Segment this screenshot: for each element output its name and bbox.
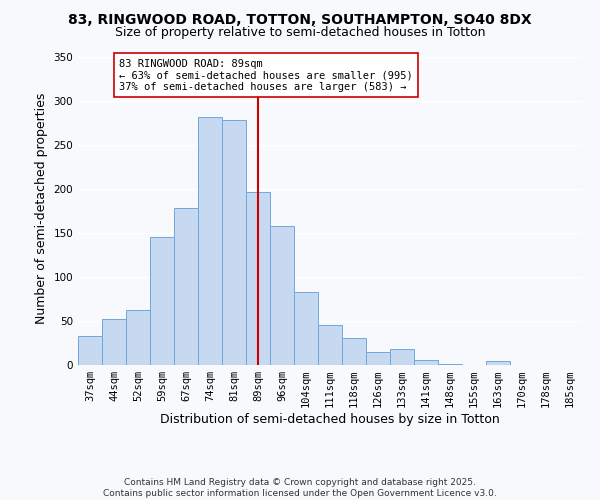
Text: Contains HM Land Registry data © Crown copyright and database right 2025.
Contai: Contains HM Land Registry data © Crown c… — [103, 478, 497, 498]
Bar — [342, 338, 366, 365]
Bar — [222, 120, 246, 365]
Bar — [198, 117, 222, 365]
Bar — [102, 319, 126, 365]
Bar — [150, 238, 174, 365]
Text: 83 RINGWOOD ROAD: 89sqm
← 63% of semi-detached houses are smaller (995)
37% of s: 83 RINGWOOD ROAD: 89sqm ← 63% of semi-de… — [119, 58, 413, 92]
Text: Size of property relative to semi-detached houses in Totton: Size of property relative to semi-detach… — [115, 26, 485, 39]
Bar — [174, 208, 198, 365]
Bar — [414, 360, 438, 365]
Bar — [318, 326, 342, 365]
Y-axis label: Number of semi-detached properties: Number of semi-detached properties — [35, 93, 48, 324]
Bar — [390, 349, 414, 365]
Text: 83, RINGWOOD ROAD, TOTTON, SOUTHAMPTON, SO40 8DX: 83, RINGWOOD ROAD, TOTTON, SOUTHAMPTON, … — [68, 12, 532, 26]
Bar — [366, 352, 390, 365]
Bar — [126, 310, 150, 365]
Bar — [246, 192, 270, 365]
X-axis label: Distribution of semi-detached houses by size in Totton: Distribution of semi-detached houses by … — [160, 413, 500, 426]
Bar — [486, 360, 510, 365]
Bar — [78, 336, 102, 365]
Bar — [438, 364, 462, 365]
Bar — [270, 226, 294, 365]
Bar — [294, 292, 318, 365]
